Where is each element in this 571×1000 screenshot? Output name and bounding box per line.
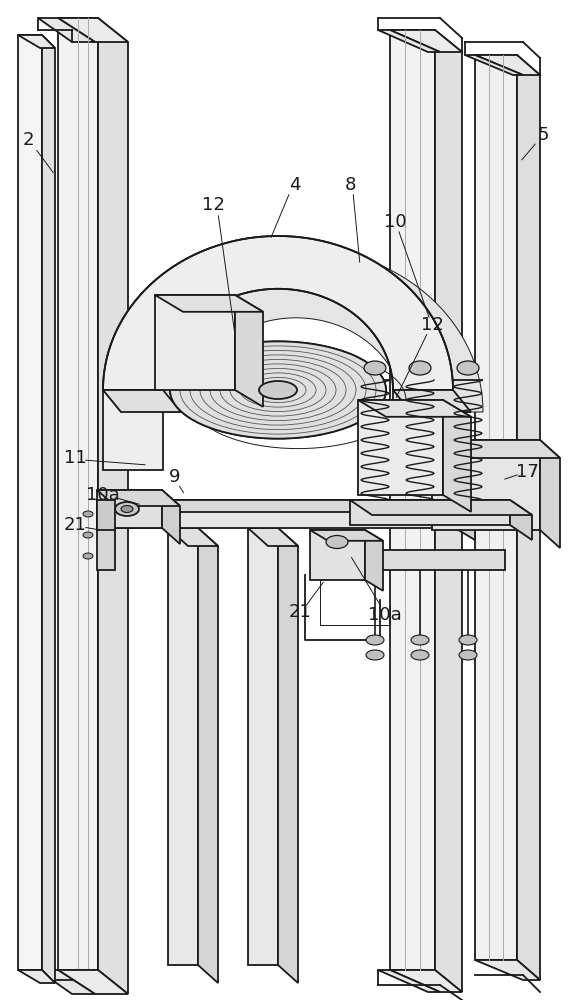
Polygon shape xyxy=(100,500,455,528)
Ellipse shape xyxy=(115,502,139,516)
Text: 12: 12 xyxy=(202,196,224,214)
Polygon shape xyxy=(58,18,128,42)
Polygon shape xyxy=(350,500,510,525)
Ellipse shape xyxy=(366,635,384,645)
Polygon shape xyxy=(390,970,462,992)
Text: 4: 4 xyxy=(289,176,301,194)
Polygon shape xyxy=(358,400,471,417)
Polygon shape xyxy=(378,970,440,992)
Polygon shape xyxy=(168,528,198,965)
Polygon shape xyxy=(465,55,523,75)
Polygon shape xyxy=(98,18,128,994)
Polygon shape xyxy=(393,390,471,412)
Text: 10a: 10a xyxy=(368,606,402,624)
Polygon shape xyxy=(278,528,298,983)
Polygon shape xyxy=(162,490,180,544)
Polygon shape xyxy=(475,55,540,75)
Ellipse shape xyxy=(121,506,133,512)
Polygon shape xyxy=(443,400,471,512)
Text: 8: 8 xyxy=(344,176,356,194)
Ellipse shape xyxy=(409,361,431,375)
Polygon shape xyxy=(455,500,475,540)
Polygon shape xyxy=(97,500,115,530)
Polygon shape xyxy=(350,500,532,515)
Polygon shape xyxy=(432,440,540,530)
Text: 5: 5 xyxy=(537,126,549,144)
Polygon shape xyxy=(103,390,121,412)
Polygon shape xyxy=(97,490,180,506)
Text: 10a: 10a xyxy=(86,486,120,504)
Polygon shape xyxy=(475,960,540,980)
Polygon shape xyxy=(97,528,115,570)
Polygon shape xyxy=(42,35,55,983)
Ellipse shape xyxy=(326,536,348,548)
Ellipse shape xyxy=(83,511,93,517)
Ellipse shape xyxy=(259,381,297,399)
Polygon shape xyxy=(390,30,435,970)
Polygon shape xyxy=(248,528,298,546)
Ellipse shape xyxy=(83,532,93,538)
Polygon shape xyxy=(103,390,163,470)
Polygon shape xyxy=(38,970,95,994)
Polygon shape xyxy=(310,530,383,541)
Polygon shape xyxy=(155,295,263,312)
Text: 10: 10 xyxy=(384,213,407,231)
Polygon shape xyxy=(390,30,462,52)
Polygon shape xyxy=(18,35,55,48)
Polygon shape xyxy=(365,530,383,591)
Ellipse shape xyxy=(170,341,386,439)
Polygon shape xyxy=(432,440,560,458)
Polygon shape xyxy=(18,35,42,970)
Ellipse shape xyxy=(411,650,429,660)
Polygon shape xyxy=(510,500,532,540)
Text: 17: 17 xyxy=(516,463,538,481)
Ellipse shape xyxy=(459,650,477,660)
Polygon shape xyxy=(109,247,483,412)
Polygon shape xyxy=(540,440,560,548)
Polygon shape xyxy=(248,528,278,965)
Ellipse shape xyxy=(170,341,386,439)
Polygon shape xyxy=(168,528,218,546)
Ellipse shape xyxy=(83,553,93,559)
Ellipse shape xyxy=(364,361,386,375)
Polygon shape xyxy=(155,295,235,390)
Ellipse shape xyxy=(366,650,384,660)
Text: 21: 21 xyxy=(288,603,311,621)
Text: 21: 21 xyxy=(63,516,86,534)
Polygon shape xyxy=(310,530,365,580)
Ellipse shape xyxy=(459,635,477,645)
Polygon shape xyxy=(235,295,263,407)
Text: 11: 11 xyxy=(63,449,86,467)
Text: 2: 2 xyxy=(22,131,34,149)
Polygon shape xyxy=(103,236,453,390)
Polygon shape xyxy=(198,528,218,983)
Polygon shape xyxy=(97,490,162,528)
Polygon shape xyxy=(100,500,475,512)
Text: 9: 9 xyxy=(169,468,181,486)
Polygon shape xyxy=(393,390,453,470)
Text: 12: 12 xyxy=(421,316,444,334)
Polygon shape xyxy=(103,390,181,412)
Polygon shape xyxy=(358,400,443,495)
Ellipse shape xyxy=(411,635,429,645)
Polygon shape xyxy=(475,55,517,960)
Polygon shape xyxy=(58,18,98,970)
Ellipse shape xyxy=(457,361,479,375)
Polygon shape xyxy=(378,30,440,52)
Polygon shape xyxy=(38,18,95,42)
Polygon shape xyxy=(355,550,505,570)
Polygon shape xyxy=(18,970,55,983)
Polygon shape xyxy=(517,55,540,980)
Polygon shape xyxy=(435,30,462,992)
Polygon shape xyxy=(58,970,128,994)
